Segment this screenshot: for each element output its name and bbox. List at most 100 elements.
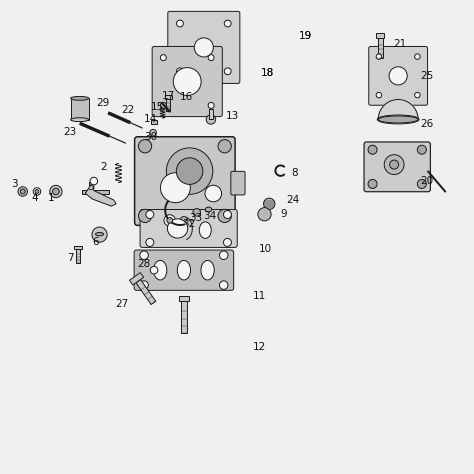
Circle shape: [166, 148, 213, 194]
Text: 20: 20: [420, 176, 433, 186]
Circle shape: [160, 102, 166, 109]
Text: 3: 3: [11, 179, 18, 189]
Polygon shape: [181, 301, 187, 333]
Circle shape: [376, 92, 382, 98]
Text: 9: 9: [280, 209, 287, 219]
FancyBboxPatch shape: [140, 210, 237, 247]
Text: 30: 30: [144, 132, 157, 143]
Text: 23: 23: [64, 127, 77, 137]
Text: 10: 10: [259, 244, 272, 254]
Text: 16: 16: [180, 92, 193, 102]
Circle shape: [176, 68, 183, 75]
Circle shape: [138, 139, 152, 153]
Circle shape: [218, 139, 231, 153]
Circle shape: [160, 173, 190, 203]
Text: 1: 1: [48, 193, 55, 203]
Text: 31: 31: [168, 221, 181, 232]
Text: 29: 29: [97, 98, 110, 108]
Text: 2: 2: [100, 162, 107, 172]
Ellipse shape: [177, 260, 191, 280]
Polygon shape: [136, 280, 156, 304]
Text: 22: 22: [121, 105, 135, 115]
Circle shape: [258, 208, 271, 221]
Circle shape: [384, 155, 404, 174]
Circle shape: [368, 145, 377, 154]
Ellipse shape: [95, 233, 103, 236]
Ellipse shape: [181, 217, 187, 221]
Polygon shape: [74, 246, 82, 249]
Circle shape: [176, 20, 183, 27]
Circle shape: [173, 68, 201, 95]
Text: 28: 28: [137, 259, 150, 270]
Circle shape: [164, 215, 175, 226]
Bar: [82, 190, 109, 194]
Polygon shape: [179, 296, 189, 301]
Circle shape: [150, 129, 156, 136]
Polygon shape: [378, 38, 383, 58]
Circle shape: [20, 189, 25, 194]
Text: 6: 6: [92, 237, 99, 247]
Text: 21: 21: [393, 38, 406, 49]
Text: 25: 25: [420, 71, 433, 81]
Ellipse shape: [167, 219, 188, 238]
Circle shape: [176, 158, 203, 184]
Text: 15: 15: [151, 101, 164, 112]
Ellipse shape: [201, 260, 214, 280]
Text: 18: 18: [261, 68, 274, 79]
Text: 18: 18: [261, 68, 274, 79]
FancyBboxPatch shape: [364, 142, 430, 192]
Text: 8: 8: [292, 168, 298, 178]
FancyBboxPatch shape: [152, 46, 222, 117]
Text: 12: 12: [253, 342, 266, 352]
Ellipse shape: [199, 222, 211, 238]
Circle shape: [140, 251, 148, 260]
FancyBboxPatch shape: [134, 250, 234, 290]
Text: 11: 11: [253, 291, 266, 301]
Circle shape: [138, 210, 152, 223]
Polygon shape: [164, 95, 172, 99]
Text: 7: 7: [67, 253, 73, 264]
Circle shape: [205, 185, 221, 202]
Circle shape: [18, 187, 27, 196]
Circle shape: [90, 177, 98, 185]
Polygon shape: [85, 180, 116, 206]
Circle shape: [223, 210, 231, 219]
FancyBboxPatch shape: [135, 137, 235, 226]
Circle shape: [35, 190, 39, 193]
Ellipse shape: [154, 260, 167, 280]
Circle shape: [167, 218, 173, 223]
Ellipse shape: [205, 207, 212, 212]
FancyBboxPatch shape: [231, 172, 245, 195]
Circle shape: [146, 210, 154, 219]
Polygon shape: [376, 33, 384, 38]
Polygon shape: [129, 273, 144, 285]
Circle shape: [146, 238, 154, 246]
Text: 19: 19: [299, 31, 312, 42]
Circle shape: [224, 68, 231, 75]
FancyBboxPatch shape: [369, 46, 428, 105]
Text: 17: 17: [162, 91, 175, 101]
Circle shape: [160, 55, 166, 61]
Circle shape: [208, 55, 214, 61]
Text: 4: 4: [31, 193, 38, 203]
Circle shape: [415, 92, 420, 98]
Polygon shape: [76, 249, 80, 263]
Circle shape: [206, 115, 216, 124]
Text: 5: 5: [87, 182, 93, 192]
Text: 19: 19: [299, 31, 312, 42]
Circle shape: [33, 188, 41, 195]
Ellipse shape: [71, 118, 89, 122]
Circle shape: [219, 251, 228, 260]
Text: 26: 26: [420, 119, 433, 129]
Bar: [209, 109, 213, 119]
Circle shape: [264, 198, 275, 210]
Circle shape: [92, 227, 107, 242]
Circle shape: [376, 54, 382, 59]
Circle shape: [219, 281, 228, 289]
Circle shape: [208, 102, 214, 109]
Text: 33: 33: [189, 213, 202, 223]
Text: 13: 13: [226, 110, 239, 121]
Text: 32: 32: [182, 219, 195, 229]
Circle shape: [218, 210, 231, 223]
Circle shape: [50, 185, 62, 198]
